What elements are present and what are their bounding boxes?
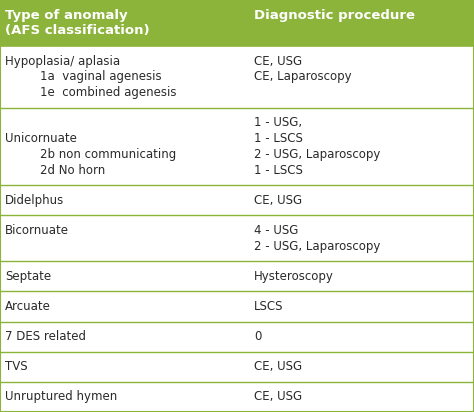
Bar	[0, 46, 474, 108]
Text: 2 - USG, Laparoscopy: 2 - USG, Laparoscopy	[254, 240, 380, 253]
Bar	[0, 215, 474, 261]
Bar	[0, 185, 474, 215]
Text: Didelphus: Didelphus	[5, 194, 64, 207]
Text: CE, Laparoscopy: CE, Laparoscopy	[254, 70, 352, 83]
Text: Unruptured hymen: Unruptured hymen	[5, 391, 117, 403]
Text: Hysteroscopy: Hysteroscopy	[254, 270, 334, 283]
Text: 2 - USG, Laparoscopy: 2 - USG, Laparoscopy	[254, 148, 380, 161]
Bar	[0, 261, 474, 291]
Text: 1a  vaginal agenesis: 1a vaginal agenesis	[25, 70, 162, 83]
Text: 2d No horn: 2d No horn	[25, 164, 105, 177]
Text: 1 - USG,: 1 - USG,	[254, 116, 302, 129]
Bar	[0, 382, 474, 412]
Bar	[0, 291, 474, 321]
Text: TVS: TVS	[5, 360, 27, 373]
Text: 1 - LSCS: 1 - LSCS	[254, 164, 303, 177]
Text: Bicornuate: Bicornuate	[5, 224, 69, 237]
Text: 7 DES related: 7 DES related	[5, 330, 86, 343]
Text: Type of anomaly: Type of anomaly	[5, 9, 128, 21]
Text: Unicornuate: Unicornuate	[5, 132, 77, 145]
Text: 0: 0	[254, 330, 261, 343]
Text: CE, USG: CE, USG	[254, 194, 302, 207]
Text: Diagnostic procedure: Diagnostic procedure	[254, 9, 415, 21]
Text: 1e  combined agenesis: 1e combined agenesis	[25, 86, 176, 99]
Bar	[249, 0, 474, 46]
Text: Septate: Septate	[5, 270, 51, 283]
Text: LSCS: LSCS	[254, 300, 283, 313]
Bar	[0, 0, 249, 46]
Text: Hypoplasia/ aplasia: Hypoplasia/ aplasia	[5, 54, 120, 68]
Text: Arcuate: Arcuate	[5, 300, 51, 313]
Text: 1 - LSCS: 1 - LSCS	[254, 132, 303, 145]
Text: CE, USG: CE, USG	[254, 391, 302, 403]
Text: CE, USG: CE, USG	[254, 54, 302, 68]
Bar	[0, 108, 474, 185]
Bar	[0, 321, 474, 352]
Text: (AFS classification): (AFS classification)	[5, 24, 150, 37]
Text: 2b non communicating: 2b non communicating	[25, 148, 176, 161]
Text: CE, USG: CE, USG	[254, 360, 302, 373]
Text: 4 - USG: 4 - USG	[254, 224, 298, 237]
Bar	[0, 352, 474, 382]
